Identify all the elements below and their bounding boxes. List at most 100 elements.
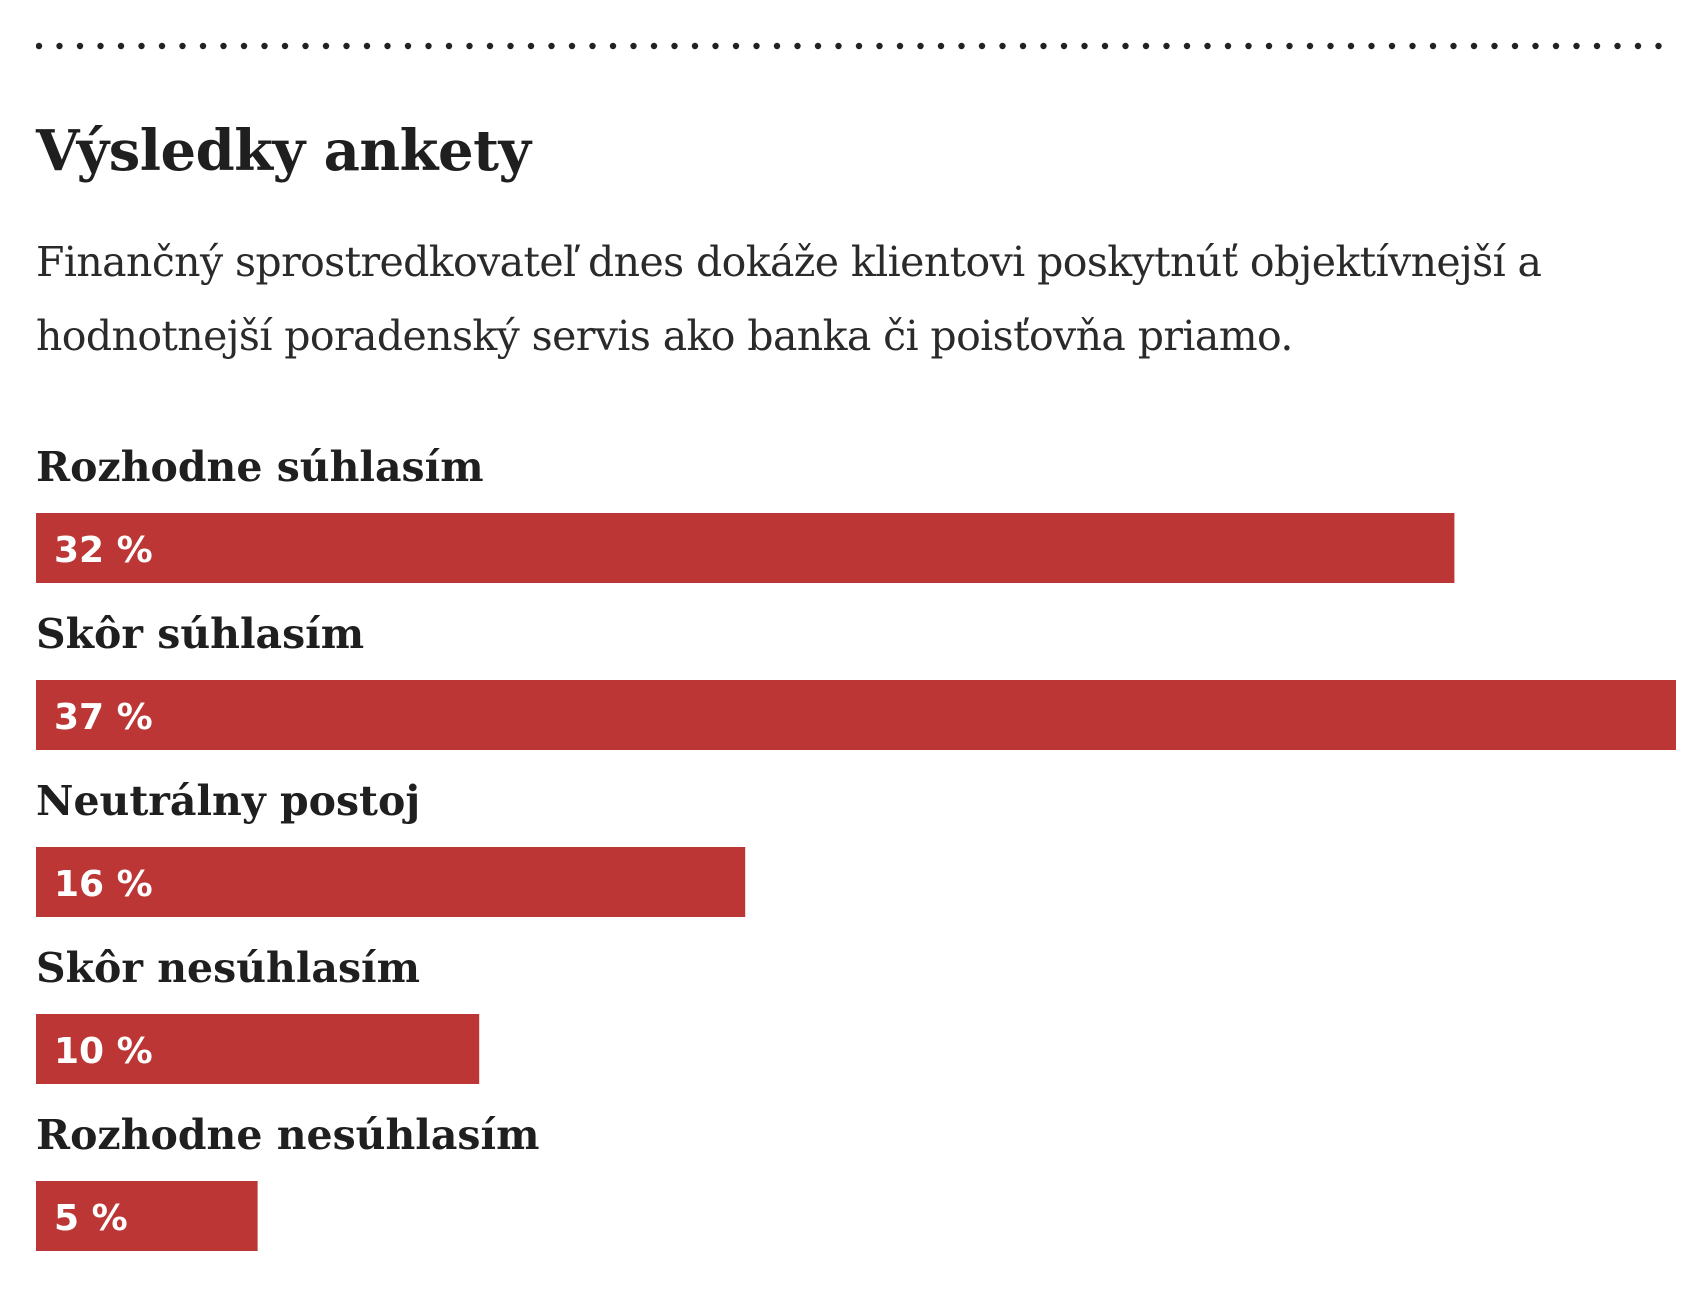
bar-row: Rozhodne súhlasím 32 % [36,445,1455,583]
divider-dot [1224,42,1232,50]
category-label: Skôr nesúhlasím [36,944,420,992]
divider-dot [1265,42,1273,50]
divider-dot [1511,42,1519,50]
poll-bar-chart: Rozhodne súhlasím 32 % Skôr súhlasím 37 % Ne… [36,445,1676,1251]
bar-value-label: 5 % [54,1198,128,1239]
divider-dot [527,42,535,50]
divider-dot [855,42,863,50]
divider-dot [1388,42,1396,50]
bar-value-label: 16 % [54,864,153,905]
divider-dot [179,42,186,50]
divider-dot [97,42,104,50]
divider-dot [363,42,371,50]
divider-dot [445,42,453,50]
divider-dot [589,42,596,50]
divider-dot [1122,42,1129,50]
divider-dot [1552,42,1560,50]
divider-dot [650,42,658,50]
divider-dot [343,42,350,50]
divider-dot [814,42,822,50]
divider-dot [1450,42,1457,50]
divider-dot [1060,42,1068,50]
divider-dot [896,42,904,50]
bar [36,1014,480,1084]
divider-dot [220,42,227,50]
divider-dot [1327,42,1334,50]
divider-dot [958,42,965,50]
bar-value-label: 32 % [54,530,153,571]
divider-dot [466,42,473,50]
divider-dot [876,42,883,50]
divider-dot [548,42,555,50]
divider-dot [1532,42,1539,50]
divider-dot [1204,42,1211,50]
divider-dot [1573,42,1580,50]
divider-dot [138,42,145,50]
category-label: Neutrálny postoj [36,777,420,825]
bar-row: Skôr nesúhlasím 10 % [36,944,480,1084]
divider-dot [1245,42,1252,50]
divider-dot [773,42,781,50]
bar [36,1181,258,1251]
bar [36,680,1676,750]
divider-dot [1491,42,1498,50]
divider-dot [1347,42,1355,50]
bar-value-label: 37 % [54,697,153,738]
divider-dot [1286,42,1293,50]
divider-dot [691,42,699,50]
bar-row: Skôr súhlasím 37 % [36,610,1676,750]
divider-dot [486,42,494,50]
divider-dot [835,42,842,50]
divider-dot [158,42,166,50]
divider-dot [609,42,617,50]
divider-dot [384,42,391,50]
divider-dot [1470,42,1478,50]
divider-dot [1368,42,1375,50]
divider-dot [76,42,84,50]
divider-dot [671,42,678,50]
divider-dot [1142,42,1150,50]
divider-dot [322,42,330,50]
divider-dot [1634,42,1642,50]
divider-dot [753,42,760,50]
dotted-divider [36,42,1662,50]
divider-dot [794,42,801,50]
divider-dot [56,42,63,50]
divider-dot [302,42,309,50]
bar-row: Neutrálny postoj 16 % [36,777,746,917]
divider-dot [1614,42,1621,50]
divider-dot [978,42,986,50]
divider-dot [281,42,289,50]
divider-dot [1429,42,1437,50]
divider-dot [261,42,268,50]
divider-dot [630,42,637,50]
divider-dot [1655,42,1662,50]
divider-dot [999,42,1006,50]
category-label: Rozhodne súhlasím [36,445,484,491]
divider-dot [36,42,43,50]
divider-dot [117,42,125,50]
poll-question: Finančný sprostredkovateľ dnes dokáže kl… [36,238,1542,360]
category-label: Skôr súhlasím [36,610,364,658]
divider-dot [199,42,207,50]
divider-dot [937,42,945,50]
divider-dot [917,42,924,50]
divider-dot [404,42,412,50]
divider-dot [1019,42,1027,50]
divider-dot [1040,42,1047,50]
divider-dot [1183,42,1191,50]
divider-dot [425,42,432,50]
bar [36,847,746,917]
divider-dot [1409,42,1416,50]
page-title: Výsledky ankety [36,118,531,184]
divider-dot [712,42,719,50]
divider-dot [1101,42,1109,50]
bar-value-label: 10 % [54,1031,153,1072]
category-label: Rozhodne nesúhlasím [36,1111,539,1159]
divider-dot [507,42,514,50]
bar [36,513,1455,583]
divider-dot [1081,42,1088,50]
divider-dot [568,42,576,50]
divider-dot [240,42,248,50]
divider-dot [1593,42,1601,50]
